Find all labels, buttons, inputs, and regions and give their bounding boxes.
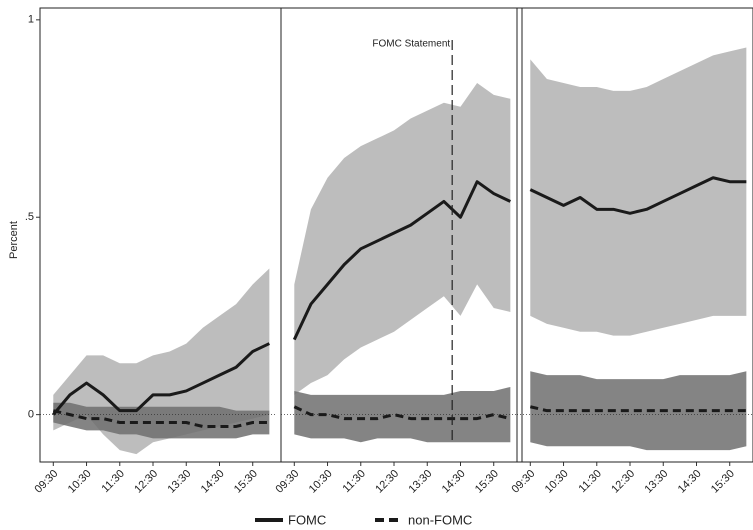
x-tick-label: 14:30: [440, 468, 468, 496]
x-tick-label: 09:30: [274, 468, 302, 496]
x-tick-label: 10:30: [66, 468, 94, 496]
x-tick-label: 11:30: [577, 468, 604, 495]
x-tick-label: 12:30: [373, 468, 401, 496]
x-tick-label: 11:30: [341, 468, 368, 495]
series-line: [52, 342, 270, 416]
x-tick-label: 14:30: [676, 468, 704, 496]
legend-label: non-FOMC: [408, 512, 472, 527]
panel-frame: [516, 7, 753, 463]
x-tick-label: 12:30: [609, 468, 637, 496]
x-tick-label: 14:30: [199, 468, 227, 496]
y-tick-label: 0: [28, 409, 34, 421]
panel-frame: [280, 7, 523, 463]
confidence-band: [294, 83, 511, 395]
series-line: [529, 176, 747, 215]
x-tick-label: 09:30: [510, 468, 538, 496]
legend-label: FOMC: [288, 512, 326, 527]
confidence-band: [294, 386, 511, 443]
y-tick-label: 1: [28, 14, 34, 26]
y-axis-label: Percent: [8, 221, 20, 259]
x-tick-label: 13:30: [165, 468, 193, 496]
x-tick-label: 15:30: [232, 468, 260, 496]
annotation-text: FOMC Statement: [372, 39, 450, 50]
x-tick-label: 10:30: [307, 468, 335, 496]
x-tick-label: 11:30: [100, 468, 127, 495]
series-line: [52, 409, 270, 428]
x-tick-label: 12:30: [132, 468, 160, 496]
x-tick-label: 15:30: [709, 468, 737, 496]
x-tick-label: 15:30: [473, 468, 501, 496]
series-line: [292, 180, 511, 341]
series-line: [529, 405, 747, 413]
x-tick-label: 13:30: [642, 468, 670, 496]
x-tick-label: 09:30: [33, 468, 61, 496]
confidence-band: [53, 402, 270, 439]
series-line: [293, 405, 511, 421]
x-tick-label: 13:30: [406, 468, 434, 496]
x-tick-label: 10:30: [543, 468, 571, 496]
y-tick-label: .5: [25, 211, 34, 223]
confidence-band: [530, 47, 747, 336]
